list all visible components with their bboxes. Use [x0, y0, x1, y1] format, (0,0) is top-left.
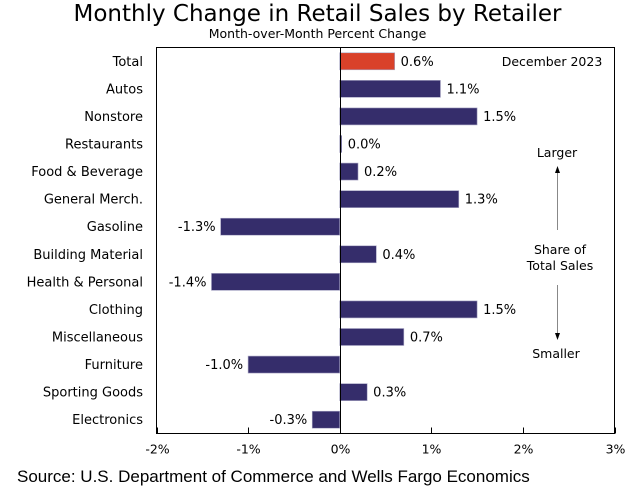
smaller-annotation: Smaller [532, 346, 580, 361]
category-label: Sporting Goods [43, 386, 143, 401]
category-label: Total [112, 55, 143, 70]
category-label: Gasoline [87, 220, 143, 235]
bar-gasoline [220, 217, 340, 236]
value-label: 0.7% [410, 331, 443, 346]
x-tick-label: -1% [236, 442, 260, 457]
value-label: 1.5% [483, 303, 516, 318]
category-label: Nonstore [84, 110, 143, 125]
category-label: Electronics [72, 413, 143, 428]
value-label: -1.3% [178, 220, 216, 235]
smaller-arrow-head [555, 333, 560, 340]
category-label: Health & Personal [27, 275, 143, 290]
bar-autos [339, 80, 441, 98]
larger-annotation: Larger [537, 145, 578, 160]
value-label: 0.6% [401, 55, 434, 70]
plot-frame [156, 47, 615, 434]
bar-building-material [339, 245, 377, 264]
x-tick-label: 3% [606, 442, 626, 457]
category-label: Food & Beverage [31, 165, 143, 180]
category-label: Furniture [85, 358, 143, 373]
bar-general-merch- [339, 190, 460, 208]
category-label: Building Material [33, 248, 143, 263]
share-annotation-line1: Share of [534, 242, 587, 257]
bar-clothing [339, 300, 478, 319]
bar-miscellaneous [339, 328, 405, 346]
value-label: 0.0% [348, 138, 381, 153]
value-label: -1.4% [169, 275, 207, 290]
x-tick-label: 1% [422, 442, 442, 457]
share-annotation-line2: Total Sales [526, 258, 593, 273]
chart-subtitle: Month-over-Month Percent Change [208, 26, 427, 41]
bar-food-beverage [339, 162, 359, 181]
bar-electronics [311, 410, 341, 429]
value-label: -1.0% [205, 358, 243, 373]
value-label: 1.3% [465, 193, 498, 208]
category-label: General Merch. [44, 193, 143, 208]
value-label: 1.5% [483, 110, 516, 125]
category-label: Miscellaneous [52, 331, 143, 346]
value-label: 0.2% [364, 165, 397, 180]
chart-source: Source: U.S. Department of Commerce and … [17, 467, 530, 486]
chart-title: Monthly Change in Retail Sales by Retail… [73, 1, 562, 27]
category-label: Autos [106, 82, 143, 97]
bar-nonstore [339, 107, 478, 126]
x-tick-label: 0% [331, 442, 351, 457]
x-tick-label: -2% [145, 442, 169, 457]
value-label: -0.3% [270, 413, 308, 428]
value-label: 1.1% [446, 82, 479, 97]
bar-total [339, 52, 395, 71]
date-annotation: December 2023 [502, 54, 603, 69]
value-label: 0.4% [382, 248, 415, 263]
category-label: Clothing [89, 303, 143, 318]
bar-furniture [247, 355, 341, 374]
category-label: Restaurants [65, 138, 143, 153]
x-tick-label: 2% [514, 442, 534, 457]
bar-health-personal [211, 273, 341, 291]
larger-arrow-head [555, 166, 560, 173]
bar-sporting-goods [339, 383, 368, 401]
value-label: 0.3% [373, 386, 406, 401]
